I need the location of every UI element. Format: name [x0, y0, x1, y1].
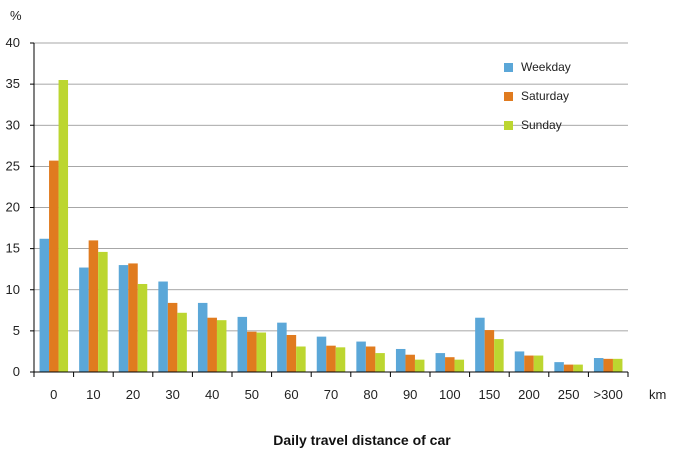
bar-saturday-50 — [247, 331, 257, 372]
x-axis — [30, 42, 629, 377]
x-tick-label: 0 — [50, 387, 57, 402]
x-tick-label: >300 — [594, 387, 623, 402]
y-tick-label: 20 — [6, 200, 20, 215]
bar-weekday-250 — [554, 362, 564, 372]
legend-label-weekday: Weekday — [521, 60, 571, 74]
bar-sunday-100 — [454, 359, 465, 372]
y-tick-label: 15 — [6, 241, 20, 256]
bar-weekday-80 — [356, 341, 366, 372]
y-tick-label: 30 — [6, 117, 20, 132]
y-tick-label: 40 — [6, 35, 20, 50]
bar-saturday-150 — [484, 330, 495, 372]
bar-weekday-gt300 — [593, 358, 604, 372]
x-tick-label: 10 — [86, 387, 100, 402]
bar-sunday-60 — [296, 346, 306, 372]
bar-saturday-20 — [128, 263, 138, 372]
legend-label-saturday: Saturday — [521, 89, 569, 103]
bar-sunday-40 — [216, 320, 227, 372]
x-tick-label: 40 — [205, 387, 219, 402]
x-tick-label: 60 — [284, 387, 298, 402]
bar-sunday-20 — [137, 283, 148, 372]
x-tick-label: 20 — [126, 387, 140, 402]
bar-saturday-0 — [49, 160, 59, 372]
bar-weekday-100 — [435, 353, 446, 372]
bar-weekday-50 — [237, 316, 248, 372]
bar-saturday-10 — [88, 240, 99, 372]
bars — [39, 80, 623, 372]
legend-swatch-weekday — [504, 63, 513, 72]
x-tick-label: 90 — [403, 387, 417, 402]
x-tick-label: 80 — [363, 387, 377, 402]
bar-sunday-200 — [533, 355, 544, 372]
bar-saturday-250 — [563, 364, 574, 372]
bar-weekday-70 — [316, 336, 327, 372]
bar-saturday-200 — [524, 355, 534, 372]
bar-sunday-150 — [494, 339, 504, 372]
x-tick-label: 30 — [165, 387, 179, 402]
bar-sunday-90 — [414, 359, 425, 372]
y-axis-unit-label: % — [10, 8, 22, 23]
bar-sunday-250 — [573, 364, 583, 372]
bar-sunday-70 — [335, 347, 346, 372]
y-tick-label: 35 — [6, 76, 20, 91]
bar-sunday-50 — [256, 332, 267, 372]
bar-saturday-gt300 — [603, 358, 613, 372]
bar-sunday-10 — [98, 251, 108, 372]
x-tick-label: 150 — [479, 387, 501, 402]
bar-weekday-30 — [158, 281, 168, 372]
bar-saturday-90 — [405, 354, 415, 372]
bar-sunday-80 — [375, 353, 385, 372]
x-axis-unit-label: km — [649, 387, 666, 402]
y-tick-label: 25 — [6, 158, 20, 173]
bar-weekday-10 — [79, 267, 89, 372]
bar-weekday-60 — [277, 322, 287, 372]
bar-saturday-70 — [326, 345, 336, 372]
bar-saturday-30 — [167, 302, 178, 372]
legend: Weekday Saturday Sunday — [504, 60, 571, 132]
bar-sunday-gt300 — [612, 358, 623, 372]
bar-weekday-20 — [118, 265, 129, 372]
x-tick-label: 70 — [324, 387, 338, 402]
x-tick-label: 100 — [439, 387, 461, 402]
bar-weekday-150 — [475, 317, 485, 372]
y-tick-label: 0 — [13, 364, 20, 379]
y-axis-ticks: 0 5 10 15 20 25 30 35 40 — [6, 35, 20, 379]
bar-saturday-80 — [365, 346, 376, 372]
bar-saturday-60 — [286, 334, 297, 372]
x-axis-ticks: 0 10 20 30 40 50 60 70 80 90 100 150 200 250 >300 — [50, 387, 623, 402]
y-tick-label: 10 — [6, 282, 20, 297]
legend-swatch-saturday — [504, 92, 513, 101]
legend-swatch-sunday — [504, 121, 513, 130]
y-tick-label: 5 — [13, 323, 20, 338]
bar-weekday-90 — [395, 348, 406, 372]
bar-weekday-0 — [39, 238, 50, 372]
bar-sunday-30 — [177, 312, 187, 372]
bar-saturday-40 — [207, 317, 217, 372]
x-tick-label: 250 — [558, 387, 580, 402]
bar-sunday-0 — [58, 80, 69, 372]
bar-saturday-100 — [445, 357, 455, 372]
x-tick-label: 200 — [518, 387, 540, 402]
bar-weekday-200 — [514, 351, 525, 372]
x-axis-title: Daily travel distance of car — [273, 432, 451, 448]
x-tick-label: 50 — [245, 387, 259, 402]
legend-label-sunday: Sunday — [521, 118, 562, 132]
bar-weekday-40 — [197, 302, 208, 372]
